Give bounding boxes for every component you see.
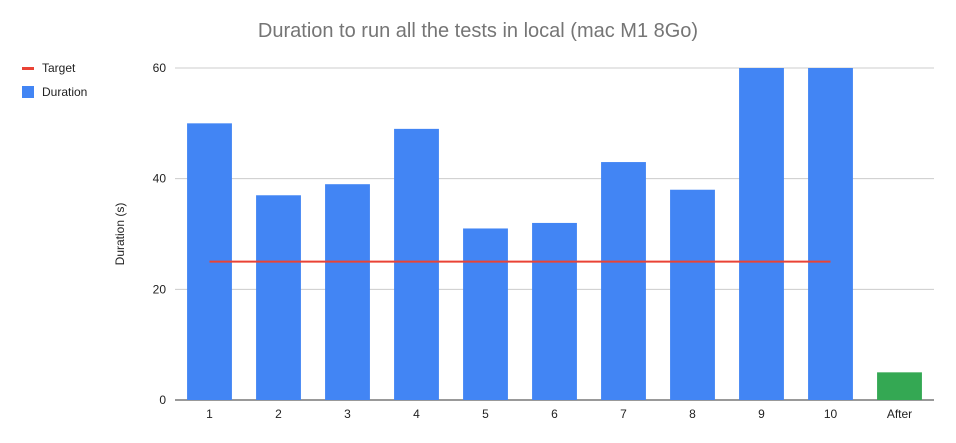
y-tick-label: 20: [153, 282, 167, 296]
x-tick-label: 7: [620, 407, 627, 421]
legend: Target Duration: [22, 61, 87, 109]
bar-After: [877, 372, 922, 400]
bar-10: [808, 68, 853, 400]
x-tick-label: 4: [413, 407, 420, 421]
bar-3: [325, 184, 370, 400]
x-tick-label: 2: [275, 407, 282, 421]
y-axis-title: Duration (s): [113, 203, 127, 266]
y-tick-label: 60: [153, 61, 167, 75]
bar-6: [532, 222, 577, 400]
x-tick-label: 8: [689, 407, 696, 421]
bar-9: [739, 68, 784, 400]
x-tick-label: 10: [824, 407, 838, 421]
y-tick-label: 40: [153, 172, 167, 186]
x-tick-label: 9: [758, 407, 765, 421]
x-tick-label: 3: [344, 407, 351, 421]
legend-label-duration: Duration: [42, 85, 88, 99]
legend-item-duration: Duration: [22, 85, 87, 99]
legend-item-target: Target: [22, 61, 87, 75]
bar-4: [394, 128, 439, 400]
y-tick-label: 0: [159, 393, 166, 407]
x-tick-label: 5: [482, 407, 489, 421]
x-tick-label: 6: [551, 407, 558, 421]
x-tick-label: After: [887, 407, 912, 421]
legend-label-target: Target: [42, 61, 76, 75]
bar-7: [601, 162, 646, 400]
bar-5: [463, 228, 508, 400]
bar-8: [670, 189, 715, 400]
bar-2: [256, 195, 301, 400]
legend-swatch-duration: [22, 86, 34, 98]
chart-title: Duration to run all the tests in local (…: [257, 20, 699, 42]
legend-swatch-target: [22, 66, 34, 70]
x-tick-label: 1: [206, 407, 213, 421]
